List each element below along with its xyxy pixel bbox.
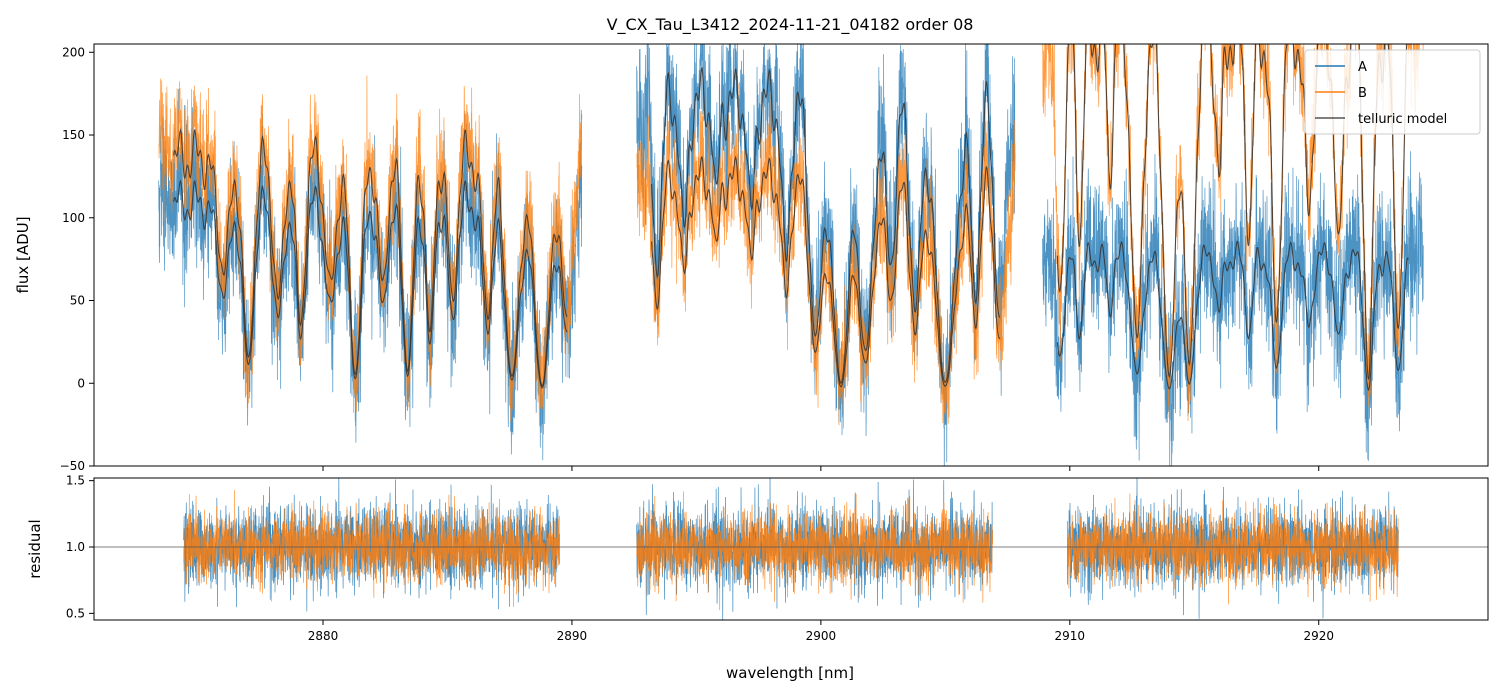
bottom-ytick-label-2: 1.5 [66, 474, 85, 488]
bottom-panel-frame [93, 477, 1489, 621]
legend-label-a: A [1358, 60, 1367, 75]
legend: A B telluric model [1304, 49, 1481, 135]
series-a-segment-2 [636, 44, 1016, 466]
top-ytick-label-1: 0 [77, 376, 85, 390]
telluric-a-segment-1 [173, 179, 568, 389]
series-b-segment-2 [636, 83, 1016, 429]
top-ytick-label-3: 100 [62, 211, 85, 225]
bottom-ytick-label-0: 0.5 [66, 606, 85, 620]
top-ytick-label-4: 150 [62, 128, 85, 142]
legend-label-telluric: telluric model [1358, 112, 1447, 127]
telluric-a-segment-2 [651, 66, 1001, 385]
residual-b-segment-2 [636, 491, 993, 611]
telluric-a-segment-3 [1056, 240, 1409, 392]
chart-title: V_CX_Tau_L3412_2024-11-21_04182 order 08 [607, 15, 974, 35]
xtick-label-2890: 2890 [557, 629, 588, 643]
legend-label-b: B [1358, 86, 1367, 101]
series-a-segment-3 [1042, 151, 1424, 466]
top-ytick-label-0: −50 [60, 459, 85, 473]
top-ytick-label-5: 200 [62, 45, 85, 59]
top-panel-series [158, 44, 1424, 466]
residual-b-segment-1 [183, 490, 560, 607]
telluric-b-segment-1 [173, 128, 568, 387]
top-ytick-label-2: 50 [70, 294, 85, 308]
legend-box [1304, 49, 1481, 135]
top-panel-frame [93, 43, 1489, 467]
bottom-ytick-label-1: 1.0 [66, 540, 85, 554]
series-a-segment-1 [158, 88, 583, 461]
bottom-panel-series [94, 478, 1488, 620]
xtick-label-2880: 2880 [308, 629, 339, 643]
telluric-b-segment-2 [651, 155, 1001, 388]
top-ylabel: flux [ADU] [14, 216, 32, 293]
xtick-label-2900: 2900 [806, 629, 837, 643]
xtick-label-2910: 2910 [1055, 629, 1086, 643]
xtick-label-2920: 2920 [1303, 629, 1334, 643]
xlabel: wavelength [nm] [726, 664, 854, 682]
residual-b-segment-3 [1066, 493, 1399, 605]
axes: 2880 2890 2900 2910 2920 −50 0 50 100 150 200 0.5 1.… [60, 45, 1334, 643]
bottom-ylabel: residual [26, 519, 44, 578]
